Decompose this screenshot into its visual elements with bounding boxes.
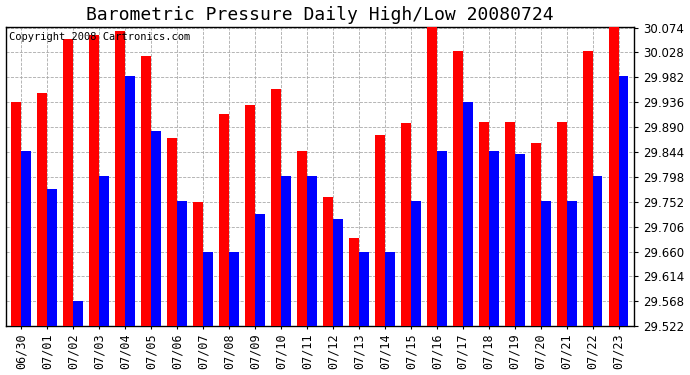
Bar: [609, 27, 618, 326]
Bar: [281, 176, 290, 326]
Bar: [63, 39, 73, 326]
Title: Barometric Pressure Daily High/Low 20080724: Barometric Pressure Daily High/Low 20080…: [86, 6, 553, 24]
Bar: [557, 122, 566, 326]
Bar: [193, 202, 203, 326]
Bar: [375, 135, 385, 326]
Bar: [401, 123, 411, 326]
Bar: [255, 214, 265, 326]
Bar: [307, 176, 317, 326]
Bar: [489, 152, 499, 326]
Bar: [515, 154, 524, 326]
Bar: [219, 114, 229, 326]
Bar: [463, 102, 473, 326]
Bar: [427, 27, 437, 326]
Bar: [229, 252, 239, 326]
Bar: [583, 51, 593, 326]
Bar: [245, 105, 255, 326]
Bar: [323, 197, 333, 326]
Bar: [21, 152, 31, 326]
Bar: [125, 76, 135, 326]
Bar: [297, 152, 307, 326]
Bar: [349, 238, 359, 326]
Bar: [505, 122, 515, 326]
Bar: [37, 93, 47, 326]
Bar: [11, 102, 21, 326]
Bar: [437, 152, 446, 326]
Bar: [73, 301, 83, 326]
Bar: [271, 89, 281, 326]
Text: Copyright 2008 Cartronics.com: Copyright 2008 Cartronics.com: [9, 33, 190, 42]
Bar: [411, 201, 421, 326]
Bar: [203, 252, 213, 326]
Bar: [177, 201, 187, 326]
Bar: [566, 201, 577, 326]
Bar: [167, 138, 177, 326]
Bar: [151, 131, 161, 326]
Bar: [359, 252, 368, 326]
Bar: [479, 122, 489, 326]
Bar: [593, 176, 602, 326]
Bar: [453, 51, 463, 326]
Bar: [385, 252, 395, 326]
Bar: [47, 189, 57, 326]
Bar: [115, 31, 125, 326]
Bar: [333, 219, 343, 326]
Bar: [141, 56, 151, 326]
Bar: [541, 201, 551, 326]
Bar: [99, 176, 109, 326]
Bar: [89, 35, 99, 326]
Bar: [531, 143, 541, 326]
Bar: [618, 76, 629, 326]
